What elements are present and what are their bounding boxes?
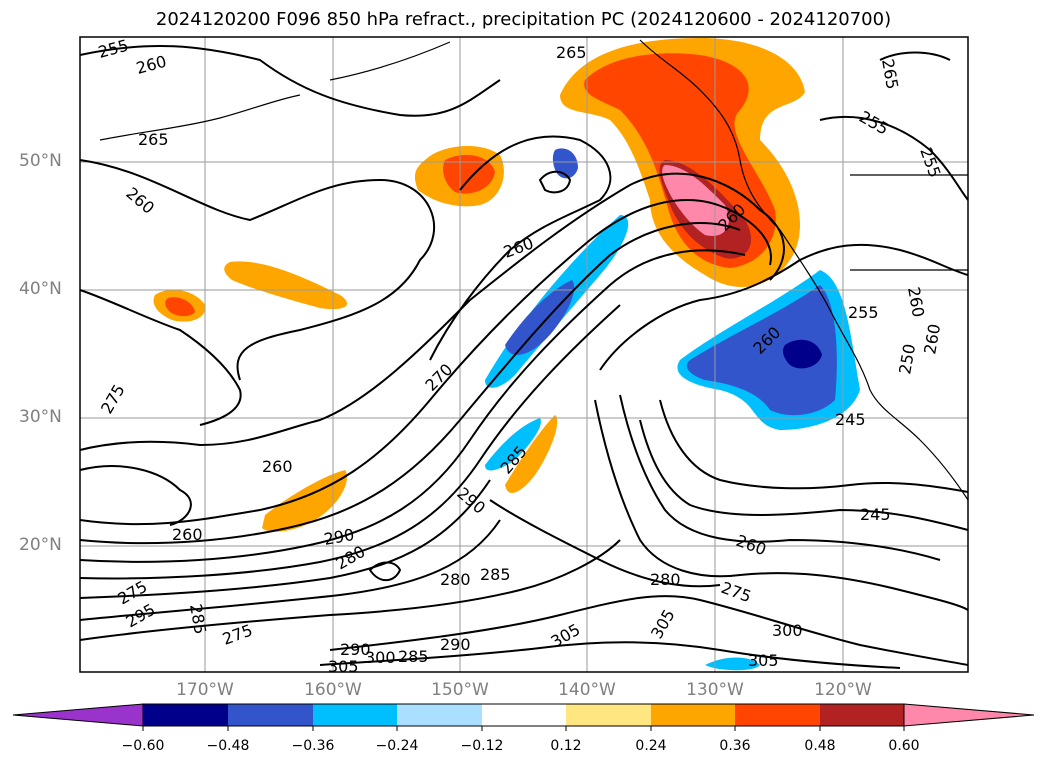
colorbar-bin bbox=[735, 704, 820, 726]
contour-label: 305 bbox=[647, 606, 679, 642]
contour-label: 260 bbox=[734, 531, 769, 559]
contour-label: 290 bbox=[440, 635, 471, 654]
contour-label: 280 bbox=[440, 570, 471, 589]
pos-anomaly-tropics bbox=[262, 470, 347, 532]
colorbar-max-arrow bbox=[903, 703, 1035, 727]
pos-anomaly-west-core bbox=[443, 154, 495, 194]
graticule bbox=[80, 37, 968, 672]
colorbar-bin bbox=[228, 704, 313, 726]
contour-label: 265 bbox=[138, 130, 169, 149]
colorbar-bin bbox=[143, 704, 228, 726]
contour-label: 260 bbox=[904, 285, 928, 318]
lon-label: 140°W bbox=[558, 680, 616, 700]
colorbar-bin bbox=[566, 704, 651, 726]
colorbar-bin bbox=[397, 704, 482, 726]
contour-label: 285 bbox=[398, 647, 429, 666]
contour-label: 260 bbox=[134, 52, 168, 78]
contour-label: 275 bbox=[719, 578, 754, 606]
contour-label: 260 bbox=[122, 184, 158, 218]
lat-label: 40°N bbox=[19, 279, 62, 299]
colorbar-tick-label: 0.24 bbox=[635, 738, 667, 754]
colorbar-bin bbox=[482, 704, 566, 726]
lat-label: 50°N bbox=[19, 151, 62, 171]
contour-label: 285 bbox=[480, 565, 511, 584]
neg-anomaly-north bbox=[552, 148, 578, 179]
colorbar-tick-label: −0.60 bbox=[121, 738, 165, 754]
pos-anomaly-strip bbox=[505, 415, 558, 493]
contour-label: 280 bbox=[650, 570, 681, 589]
contour-label: 260 bbox=[501, 233, 536, 261]
lon-label: 150°W bbox=[431, 680, 489, 700]
neg-anomaly-south bbox=[705, 657, 760, 671]
contour-label: 255 bbox=[856, 107, 892, 139]
colorbar-tick-label: 0.36 bbox=[719, 738, 751, 754]
neg-anomaly-east-dark bbox=[782, 339, 822, 369]
colorbar-tick-label: 0.12 bbox=[550, 738, 582, 754]
contour-label: 255 bbox=[96, 36, 130, 62]
contour-label: 285 bbox=[186, 602, 210, 635]
neg-anomaly-east-core bbox=[686, 285, 837, 416]
contour-label: 270 bbox=[421, 360, 456, 395]
colorbar-tick-label: −0.48 bbox=[206, 738, 250, 754]
pos-anomaly-band bbox=[224, 261, 348, 310]
lat-label: 30°N bbox=[19, 407, 62, 427]
colorbar-bin bbox=[313, 704, 397, 726]
refractivity-contours bbox=[79, 44, 969, 669]
contour-label: 245 bbox=[835, 410, 866, 429]
contour-label: 290 bbox=[340, 640, 371, 659]
contour-label: 300 bbox=[772, 621, 803, 640]
map-title: 2024120200 F096 850 hPa refract., precip… bbox=[155, 9, 892, 30]
contour-label: 300 bbox=[365, 648, 396, 667]
colorbar-tick-label: −0.12 bbox=[460, 738, 504, 754]
contour-label: 305 bbox=[328, 657, 359, 676]
lon-label: 160°W bbox=[304, 680, 362, 700]
contour-label: 265 bbox=[878, 57, 902, 90]
colorbar-tick-label: −0.36 bbox=[291, 738, 335, 754]
colorbar-tick-label: −0.24 bbox=[375, 738, 419, 754]
contour-label: 260 bbox=[172, 525, 203, 544]
pos-anomaly-small-core bbox=[165, 297, 195, 317]
colorbar-tick-label: 0.60 bbox=[888, 738, 920, 754]
contour-label: 260 bbox=[920, 322, 944, 355]
map-frame bbox=[79, 36, 969, 673]
coastline bbox=[99, 39, 969, 501]
contour-label: 245 bbox=[860, 505, 891, 524]
colorbar-frame bbox=[142, 703, 905, 727]
colorbar-min-arrow bbox=[12, 703, 144, 727]
lon-label: 120°W bbox=[814, 680, 872, 700]
neg-anomaly-center-core bbox=[505, 280, 575, 355]
contour-label: 275 bbox=[97, 381, 129, 417]
neg-anomaly-strip bbox=[485, 418, 541, 471]
precip-fills bbox=[153, 38, 860, 671]
lat-label: 20°N bbox=[19, 535, 62, 555]
contour-label: 250 bbox=[895, 342, 919, 375]
lon-label: 130°W bbox=[686, 680, 744, 700]
colorbar-tick-label: 0.48 bbox=[804, 738, 836, 754]
colorbar-bin bbox=[820, 704, 904, 726]
contour-label: 305 bbox=[748, 651, 779, 670]
colorbar bbox=[12, 703, 1035, 731]
colorbar-bin bbox=[651, 704, 735, 726]
contour-label: 265 bbox=[556, 43, 587, 62]
contour-label: 260 bbox=[262, 457, 293, 476]
lon-label: 170°W bbox=[176, 680, 234, 700]
contour-label: 255 bbox=[848, 303, 879, 322]
